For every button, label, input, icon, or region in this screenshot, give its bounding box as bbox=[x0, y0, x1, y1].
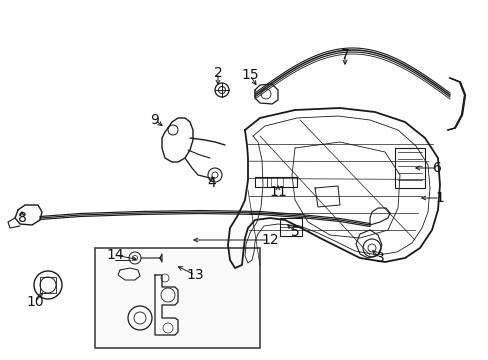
Bar bbox=[394, 148, 424, 188]
Text: 11: 11 bbox=[268, 185, 286, 199]
Text: 9: 9 bbox=[150, 113, 159, 127]
Text: 3: 3 bbox=[375, 251, 384, 265]
Text: 14: 14 bbox=[106, 248, 123, 262]
Bar bbox=[40, 277, 56, 293]
Text: 1: 1 bbox=[435, 191, 444, 205]
Text: 7: 7 bbox=[340, 48, 348, 62]
Bar bbox=[254, 177, 296, 187]
Bar bbox=[280, 218, 302, 236]
Text: 4: 4 bbox=[207, 176, 216, 190]
Text: 15: 15 bbox=[241, 68, 258, 82]
Text: 6: 6 bbox=[432, 161, 441, 175]
Text: 2: 2 bbox=[213, 66, 222, 80]
Text: 13: 13 bbox=[186, 268, 203, 282]
Text: 10: 10 bbox=[26, 295, 44, 309]
Text: 5: 5 bbox=[290, 225, 299, 239]
Bar bbox=[95, 248, 260, 348]
Text: 8: 8 bbox=[18, 211, 26, 225]
Text: 12: 12 bbox=[261, 233, 278, 247]
